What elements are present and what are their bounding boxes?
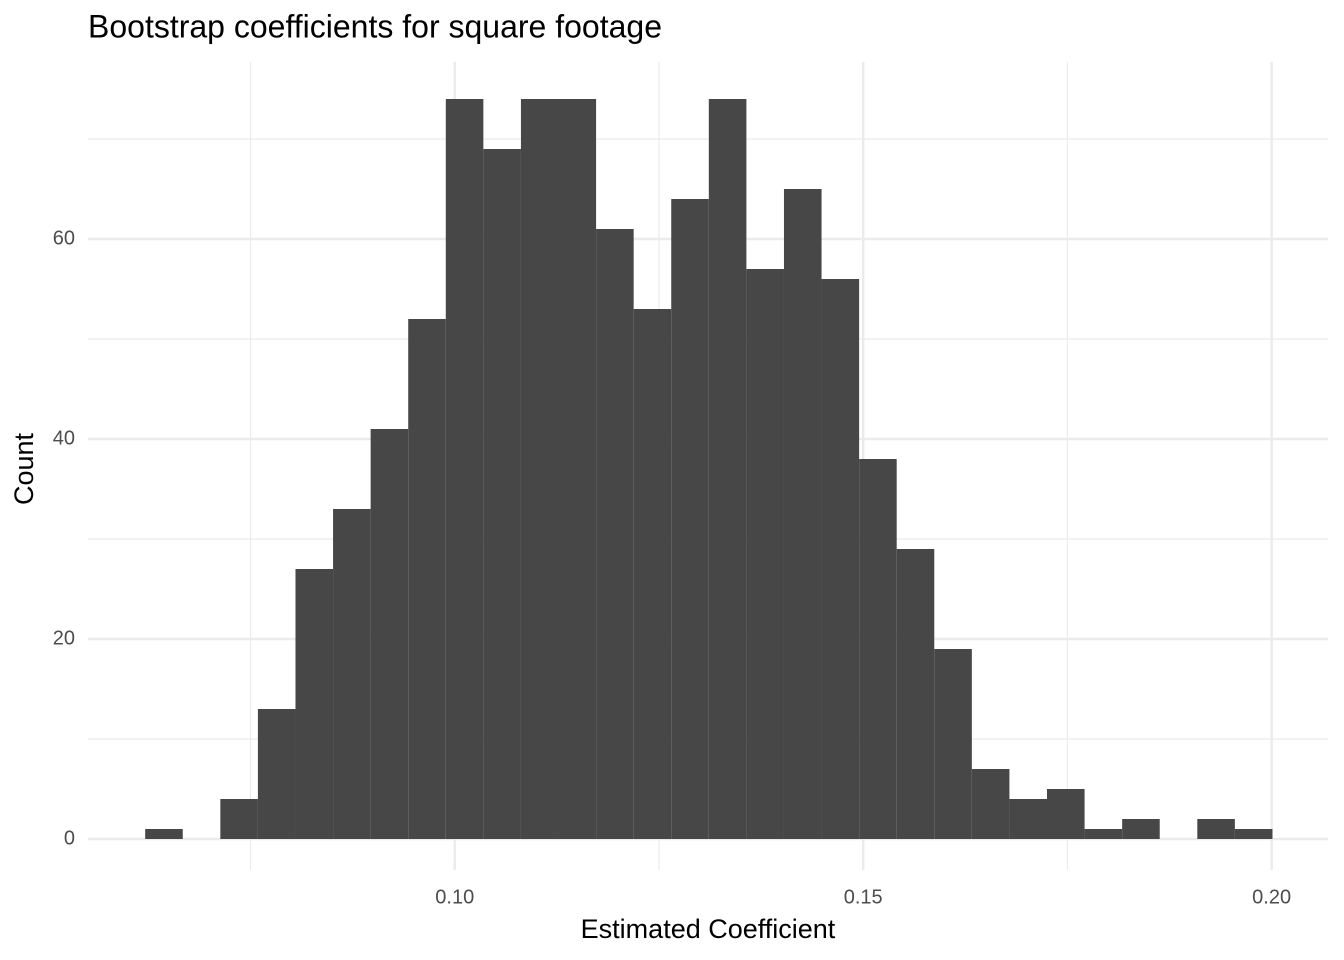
bar: [783, 189, 822, 839]
bar: [971, 769, 1010, 839]
x-tick-label: 0.15: [844, 886, 883, 908]
bar: [408, 319, 446, 839]
x-tick-label: 0.10: [435, 886, 474, 908]
bar: [1009, 799, 1047, 839]
bar: [633, 309, 672, 839]
chart-title: Bootstrap coefficients for square footag…: [88, 8, 662, 44]
bar: [596, 229, 634, 839]
bar: [295, 569, 334, 839]
bar: [145, 829, 183, 839]
bar: [859, 459, 897, 839]
bar: [1084, 829, 1123, 839]
y-tick-label: 60: [53, 227, 75, 249]
bar: [257, 709, 296, 839]
bar: [333, 509, 371, 839]
bar: [520, 99, 559, 839]
bar: [671, 199, 709, 839]
bar: [896, 549, 935, 839]
bar: [1046, 789, 1085, 839]
y-tick-label: 0: [64, 827, 75, 849]
y-tick-label: 20: [53, 627, 75, 649]
bar: [370, 429, 409, 839]
bar: [708, 99, 747, 839]
x-tick-label: 0.20: [1252, 886, 1291, 908]
bar: [483, 149, 521, 839]
y-axis-title: Count: [9, 432, 39, 505]
bar: [1122, 819, 1160, 839]
bar: [821, 279, 860, 839]
bar: [746, 269, 784, 839]
y-tick-label: 40: [53, 427, 75, 449]
bar: [934, 649, 972, 839]
x-axis-title: Estimated Coefficient: [581, 914, 836, 944]
bar: [220, 799, 258, 839]
bar: [445, 99, 484, 839]
bar: [1234, 829, 1273, 839]
bar: [1197, 819, 1235, 839]
bar: [558, 99, 597, 839]
